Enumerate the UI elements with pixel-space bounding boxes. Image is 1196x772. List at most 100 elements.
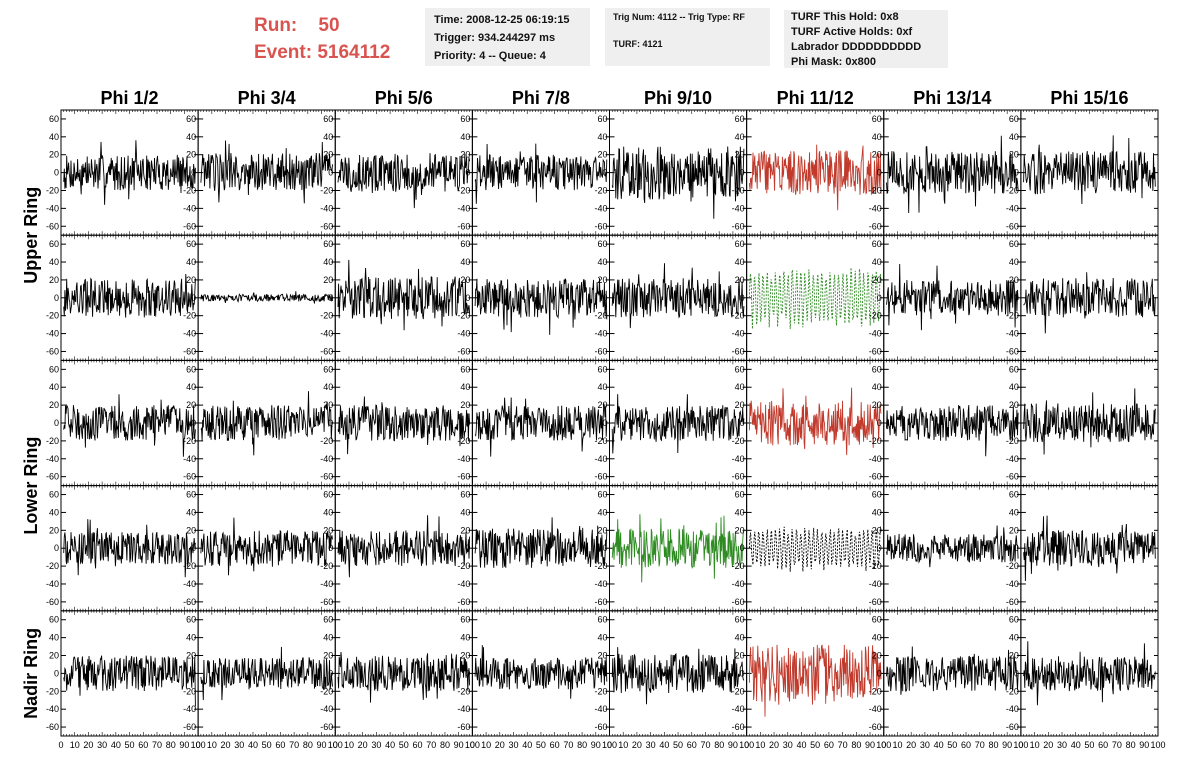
y-tick-label: 40 [460,382,470,392]
y-tick-label: 60 [597,490,607,500]
y-tick-label: -20 [869,185,882,195]
y-tick-label: -60 [457,346,470,356]
waveform-trace [748,387,882,456]
waveform-trace [611,514,745,583]
y-tick-label: -20 [183,561,196,571]
event-label: Event: 5164112 [254,39,390,66]
priority-text: Priority: 4 -- Queue: 4 [434,50,546,62]
panel-frame [883,234,1022,361]
waveform-trace [200,517,333,576]
y-tick-label: 40 [872,507,882,517]
y-tick-label: -60 [46,221,59,231]
y-tick-label: -60 [183,722,196,732]
y-tick-label: -40 [46,329,59,339]
y-tick-label: 20 [1009,275,1019,285]
y-tick-label: -20 [457,311,470,321]
waveform-trace [337,651,471,703]
y-tick-label: -60 [732,346,745,356]
waveform-trace [474,143,608,204]
y-tick-label: 0 [328,668,333,678]
y-tick-label: -40 [869,704,882,714]
y-tick-label: 20 [323,275,333,285]
y-tick-label: -60 [732,472,745,482]
y-tick-label: 20 [49,400,59,410]
y-tick-label: -20 [46,185,59,195]
y-tick-label: -20 [1006,185,1019,195]
y-tick-label: -20 [183,185,196,195]
column-header: Phi 13/14 [913,88,991,108]
y-tick-label: -20 [46,686,59,696]
y-tick-label: -40 [732,329,745,339]
waveform-trace [474,645,608,699]
y-tick-label: 60 [1009,239,1019,249]
y-tick-label: -20 [869,561,882,571]
y-tick-label: 40 [735,257,745,267]
waveform-trace [63,519,196,578]
y-tick-label: -40 [732,454,745,464]
y-tick-label: -40 [46,579,59,589]
waveform-trace [611,146,745,219]
y-tick-label: -60 [320,722,333,732]
waveform-trace [200,140,333,204]
y-tick-label: 0 [740,668,745,678]
y-tick-label: 20 [597,651,607,661]
y-tick-label: 0 [602,668,607,678]
y-tick-label: -20 [594,436,607,446]
waveform-trace [748,644,882,717]
y-tick-label: -60 [46,722,59,732]
y-tick-label: -60 [732,221,745,231]
y-tick-label: 60 [735,114,745,124]
y-tick-label: 20 [1009,150,1019,160]
y-tick-label: 0 [191,668,196,678]
y-tick-label: -40 [46,203,59,213]
y-tick-label: 20 [1009,651,1019,661]
y-tick-label: 0 [328,418,333,428]
y-tick-label: 40 [597,257,607,267]
y-tick-label: 40 [49,633,59,643]
y-tick-label: 20 [872,275,882,285]
y-tick-label: 60 [49,615,59,625]
y-tick-label: 40 [323,507,333,517]
y-tick-label: 40 [49,132,59,142]
y-tick-label: 40 [186,633,196,643]
y-tick-label: 20 [735,275,745,285]
y-tick-label: 0 [54,168,59,178]
y-tick-label: 20 [735,400,745,410]
y-tick-label: 0 [1014,668,1019,678]
waveform-trace [748,526,882,572]
y-tick-label: 40 [872,257,882,267]
y-tick-label: -40 [1006,579,1019,589]
waveform-trace [474,278,608,335]
y-tick-label: 40 [323,257,333,267]
y-tick-label: 0 [191,543,196,553]
y-tick-label: -20 [594,185,607,195]
waveform-trace [200,646,333,701]
y-tick-label: 60 [1009,114,1019,124]
y-tick-label: 40 [323,633,333,643]
y-tick-label: 0 [740,543,745,553]
y-tick-label: 60 [1009,490,1019,500]
y-tick-label: 60 [323,114,333,124]
y-tick-label: 60 [460,615,470,625]
y-tick-label: 40 [186,132,196,142]
y-tick-label: -60 [869,597,882,607]
y-tick-label: 0 [191,293,196,303]
y-tick-label: 20 [1009,400,1019,410]
y-tick-label: 60 [49,490,59,500]
y-tick-label: -20 [457,185,470,195]
y-tick-label: 20 [597,525,607,535]
y-tick-label: 20 [872,150,882,160]
y-tick-label: 40 [597,382,607,392]
y-tick-label: 60 [186,490,196,500]
y-tick-label: -40 [594,579,607,589]
y-tick-label: -60 [1006,597,1019,607]
y-tick-label: -40 [732,203,745,213]
y-tick-label: 20 [323,525,333,535]
y-tick-label: -60 [1006,346,1019,356]
y-tick-label: 0 [877,418,882,428]
turf-hold-panel: TURF This Hold: 0x8 TURF Active Holds: 0… [784,10,948,68]
column-header: Phi 15/16 [1050,88,1128,108]
y-tick-label: 40 [1009,382,1019,392]
y-tick-label: -60 [732,597,745,607]
y-tick-label: 0 [1014,293,1019,303]
